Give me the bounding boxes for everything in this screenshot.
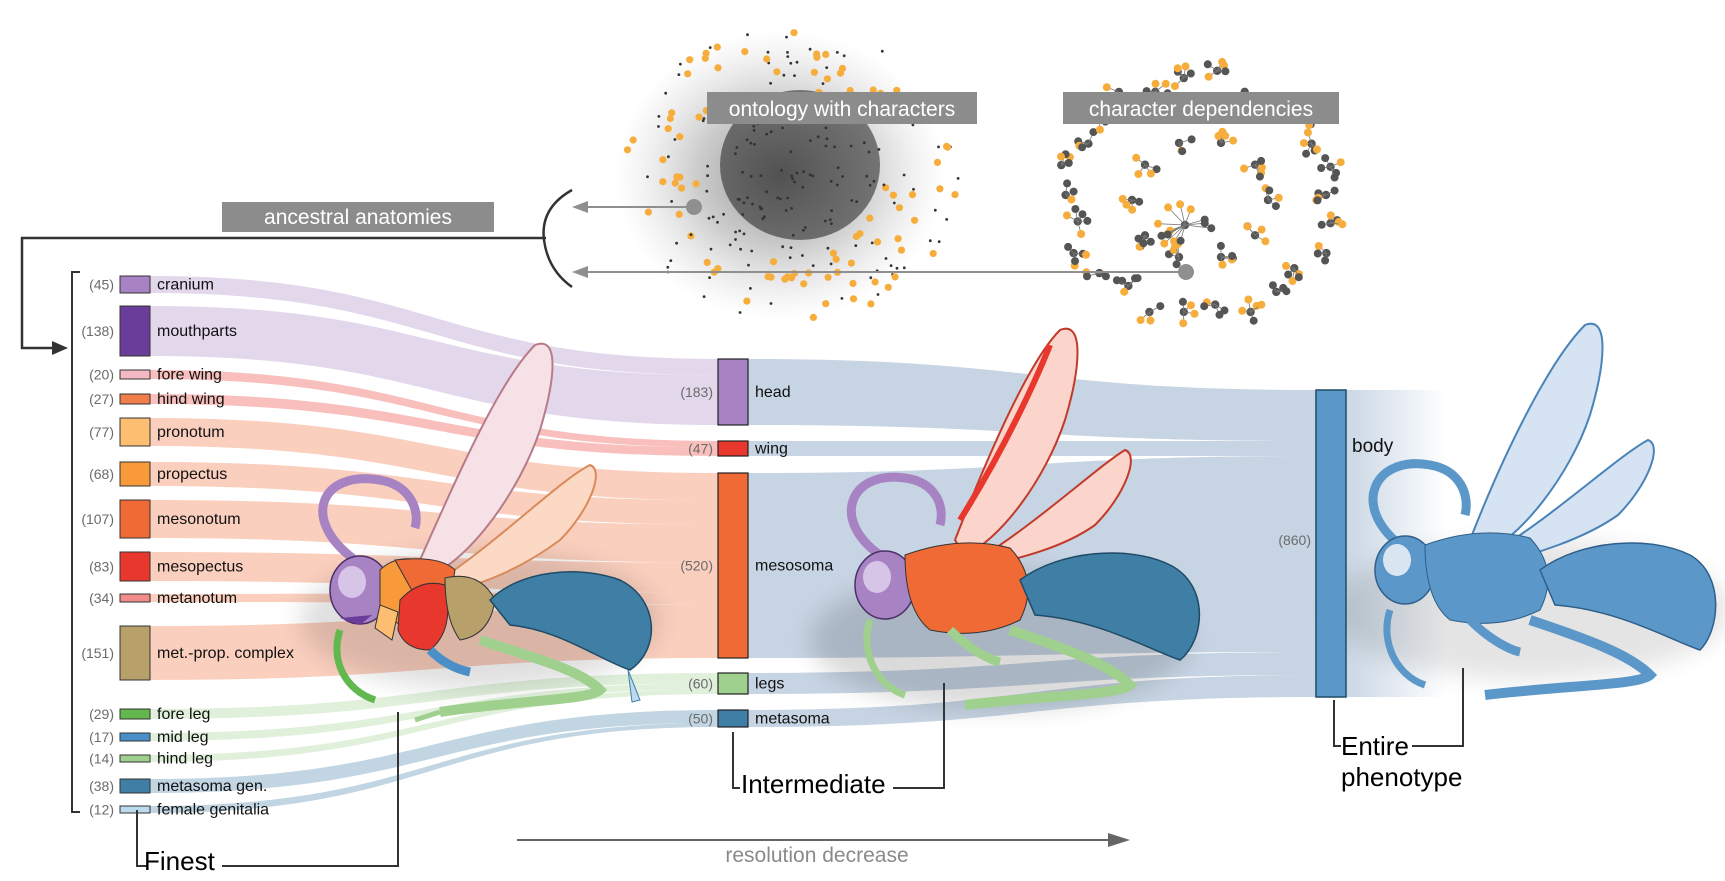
- flow-finest-1: [150, 306, 718, 425]
- ancestral-pill-label: ancestral anatomies: [264, 206, 452, 229]
- ancestral-connector: [20, 188, 573, 355]
- finest-label-2: fore wing: [157, 367, 222, 384]
- resolution-arrow: resolution decrease: [517, 833, 1130, 867]
- intermediate-callout: Intermediate: [732, 683, 945, 799]
- finest-count-14: (12): [89, 802, 114, 818]
- finest-bar-3: [119, 393, 151, 405]
- pill-ontology: ontology with characters: [707, 92, 977, 124]
- intermediate-bar-4: [717, 709, 749, 728]
- flow-finest-14: [150, 722, 718, 813]
- pill-dependencies: character dependencies: [1063, 92, 1339, 124]
- finest-count-11: (17): [89, 729, 114, 745]
- ontology-node-icon: [686, 199, 702, 215]
- finest-level-label: Finest: [144, 846, 216, 876]
- intermediate-count-2: (520): [680, 558, 713, 574]
- intermediate-count-3: (60): [688, 676, 713, 692]
- finest-bar-2: [119, 369, 151, 380]
- finest-label-12: hind leg: [157, 751, 213, 768]
- finest-label-4: pronotum: [157, 424, 225, 441]
- finest-count-4: (77): [89, 424, 114, 440]
- flow-finest-3: [150, 394, 718, 456]
- finest-label-11: mid leg: [157, 729, 209, 746]
- wasp-finest-illustration: [300, 342, 660, 723]
- finest-bar-7: [119, 551, 151, 582]
- finest-bar-12: [119, 754, 151, 763]
- finest-count-5: (68): [89, 466, 114, 482]
- finest-bar-5: [119, 461, 151, 487]
- finest-bar-1: [119, 305, 151, 357]
- intermediate-bar-1: [717, 440, 749, 457]
- finest-label-8: metanotum: [157, 590, 237, 607]
- finest-count-6: (107): [81, 511, 114, 527]
- intermediate-label-2: mesosoma: [755, 558, 833, 575]
- ontology-network: [615, 29, 960, 321]
- finest-label-0: cranium: [157, 277, 214, 294]
- pill-ancestral: ancestral anatomies: [222, 202, 494, 232]
- body-bar: [1315, 389, 1347, 698]
- finest-bar-9: [119, 625, 151, 681]
- finest-bar-11: [119, 732, 151, 742]
- intermediate-bar-3: [717, 672, 749, 695]
- resolution-label: resolution decrease: [725, 844, 908, 867]
- entire-callout: Entire phenotype: [1333, 668, 1464, 792]
- wasp-entire-illustration: [1330, 322, 1725, 700]
- finest-bar-13: [119, 778, 151, 794]
- finest-label-9: met.-prop. complex: [157, 645, 294, 662]
- wasp-intermediate-illustration: [810, 327, 1201, 710]
- body-label: body: [1352, 436, 1394, 457]
- finest-label-13: metasoma gen.: [157, 778, 267, 795]
- finest-label-3: hind wing: [157, 391, 225, 408]
- finest-label-5: propectus: [157, 466, 227, 483]
- intermediate-bar-0: [717, 358, 749, 426]
- finest-count-9: (151): [81, 645, 114, 661]
- finest-count-12: (14): [89, 751, 114, 767]
- intermediate-level-label: Intermediate: [741, 769, 886, 799]
- intermediate-label-4: metasoma: [755, 711, 830, 728]
- finest-label-1: mouthparts: [157, 323, 237, 340]
- finest-label-6: mesonotum: [157, 511, 241, 528]
- network-arrows: [572, 199, 1194, 280]
- finest-count-3: (27): [89, 391, 114, 407]
- intermediate-level-bars: (183) head (47) wing (520) mesosoma (60) legs (5…: [680, 358, 833, 728]
- intermediate-label-1: wing: [754, 441, 788, 458]
- finest-bracket: [71, 271, 80, 813]
- finest-count-13: (38): [89, 778, 114, 794]
- intermediate-bar-2: [717, 472, 749, 659]
- finest-bar-8: [119, 593, 151, 603]
- finest-bar-0: [119, 275, 151, 294]
- finest-count-2: (20): [89, 367, 114, 383]
- finest-bar-14: [119, 805, 151, 814]
- finest-count-8: (34): [89, 590, 114, 606]
- finest-bar-4: [119, 417, 151, 447]
- flow-finest-13: [150, 710, 718, 793]
- intermediate-label-0: head: [755, 384, 791, 401]
- entire-level-label-line2: phenotype: [1341, 762, 1462, 792]
- finest-callout: Finest: [136, 712, 399, 876]
- flow-finest-0: [150, 276, 718, 376]
- finest-label-14: female genitalia: [157, 802, 269, 819]
- finest-count-7: (83): [89, 559, 114, 575]
- finest-count-0: (45): [89, 277, 114, 293]
- finest-level-bars: (45) cranium (138) mouthparts (20) fore wing (…: [81, 275, 294, 819]
- finest-bar-6: [119, 499, 151, 539]
- intermediate-count-1: (47): [688, 441, 713, 457]
- finest-label-10: fore leg: [157, 706, 210, 723]
- entire-level-bar: (860) body: [1278, 389, 1394, 698]
- finest-label-7: mesopectus: [157, 559, 243, 576]
- flow-finest-10: [150, 673, 718, 719]
- finest-count-1: (138): [81, 323, 114, 339]
- flow-finest-2: [150, 370, 718, 448]
- body-count: (860): [1278, 532, 1311, 548]
- intermediate-label-3: legs: [755, 676, 784, 693]
- dependency-node-icon: [1178, 264, 1194, 280]
- flow-finest-12: [150, 689, 718, 762]
- finest-count-10: (29): [89, 706, 114, 722]
- intermediate-count-0: (183): [680, 384, 713, 400]
- ontology-pill-label: ontology with characters: [729, 98, 955, 121]
- entire-level-label-line1: Entire: [1341, 731, 1409, 761]
- dependencies-pill-label: character dependencies: [1089, 98, 1313, 121]
- intermediate-count-4: (50): [688, 711, 713, 727]
- finest-bar-10: [119, 708, 151, 720]
